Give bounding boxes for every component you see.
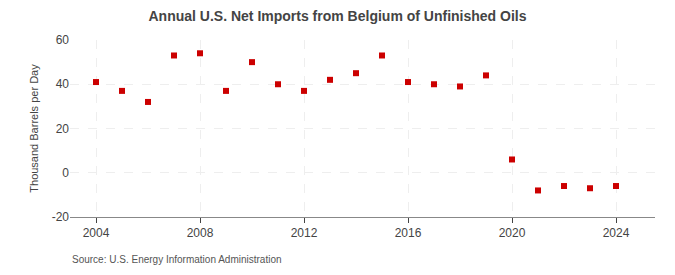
svg-text:2012: 2012: [291, 226, 318, 240]
svg-text:40: 40: [56, 77, 70, 91]
svg-text:60: 60: [56, 33, 70, 47]
svg-text:0: 0: [62, 166, 69, 180]
svg-text:Source: U.S. Energy Informatio: Source: U.S. Energy Information Administ…: [72, 254, 282, 265]
svg-text:20: 20: [56, 122, 70, 136]
svg-text:2020: 2020: [499, 226, 526, 240]
svg-text:-20: -20: [52, 210, 70, 224]
svg-text:2004: 2004: [83, 226, 110, 240]
svg-text:Thousand Barrels per Day: Thousand Barrels per Day: [28, 64, 40, 193]
svg-text:2024: 2024: [603, 226, 630, 240]
svg-text:2016: 2016: [395, 226, 422, 240]
svg-text:2008: 2008: [187, 226, 214, 240]
svg-text:Annual U.S. Net Imports from B: Annual U.S. Net Imports from Belgium of …: [148, 8, 526, 24]
